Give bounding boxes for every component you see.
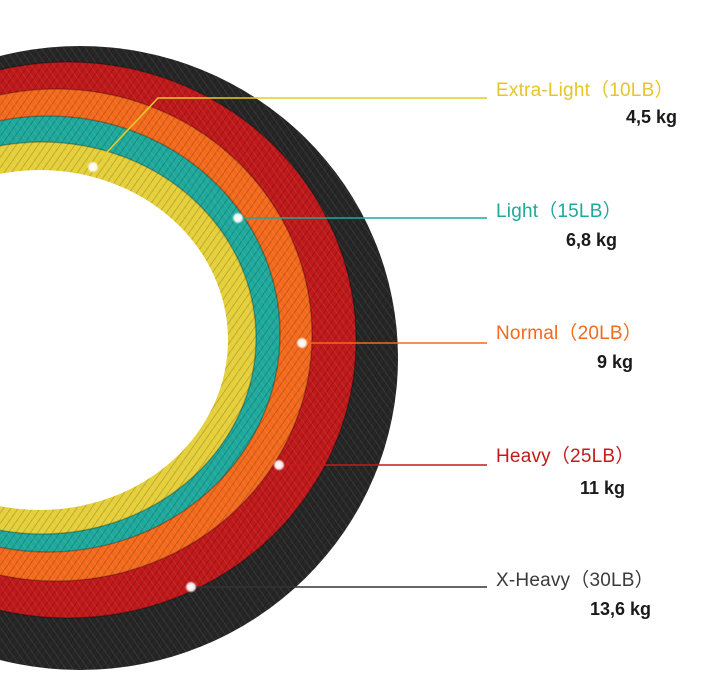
marker-dot-extra-light	[87, 161, 99, 173]
marker-dot-heavy	[273, 459, 285, 471]
band-label-light: Light（15LB）	[496, 201, 622, 222]
band-weight-x-heavy: 13,6 kg	[590, 599, 652, 619]
band-label-heavy: Heavy（25LB）	[496, 446, 635, 467]
band-weight-normal: 9 kg	[597, 352, 634, 372]
band-label-extra-light: Extra-Light（10LB）	[496, 80, 674, 101]
band-inner-hole	[0, 170, 228, 510]
leader-line-extra-light	[92, 97, 487, 168]
band-label-normal: Normal（20LB）	[496, 323, 643, 344]
marker-dot-normal	[296, 337, 308, 349]
band-weight-extra-light: 4,5 kg	[626, 107, 678, 127]
marker-dots	[87, 161, 308, 593]
marker-dot-light	[232, 212, 244, 224]
band-weight-heavy: 11 kg	[580, 478, 626, 498]
marker-dot-x-heavy	[185, 581, 197, 593]
leader-lines	[92, 97, 487, 588]
band-weight-light: 6,8 kg	[566, 230, 618, 250]
band-label-x-heavy: X-Heavy（30LB）	[496, 570, 654, 591]
